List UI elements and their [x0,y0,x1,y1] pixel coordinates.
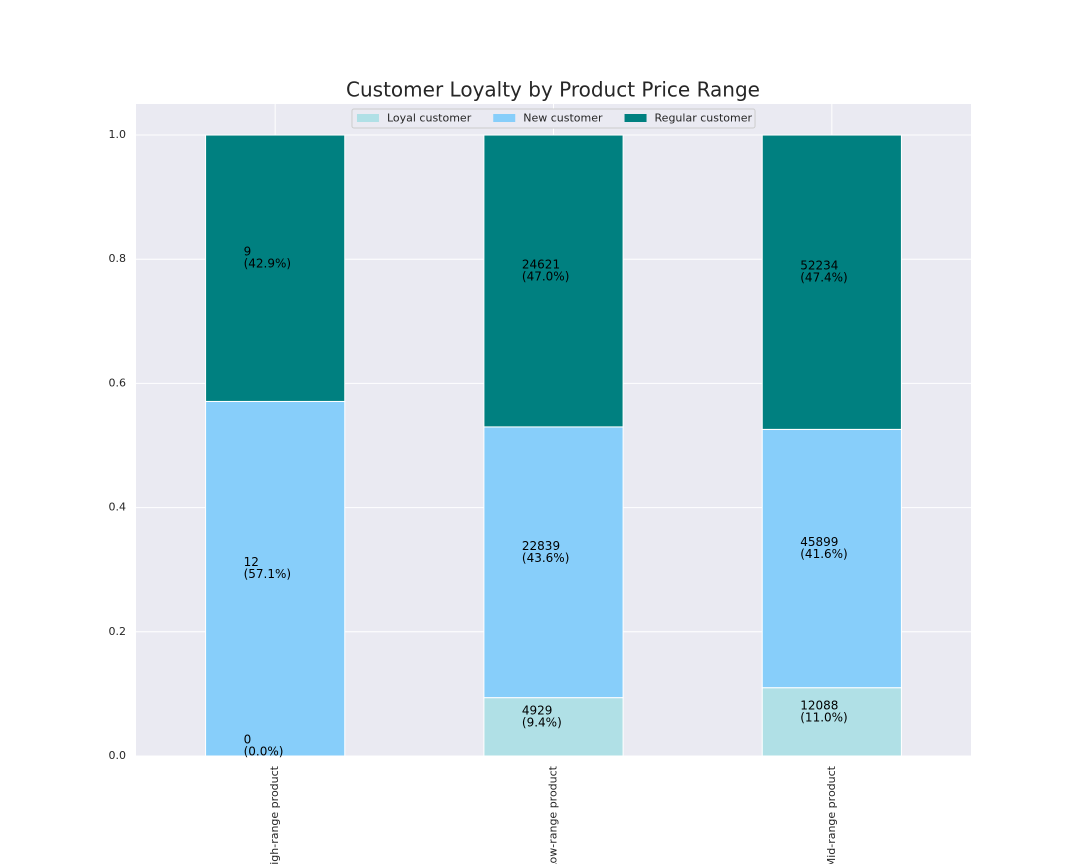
data-label-percent: (43.6%) [522,551,569,565]
legend-label: Regular customer [655,112,753,125]
data-label-percent: (11.0%) [800,710,847,724]
bar-segment [205,400,346,757]
legend-swatch [356,114,379,122]
data-label-count: 45899 [800,535,838,549]
legend-swatch [493,114,516,122]
x-tick-label: High-range product [268,765,281,864]
chart-title: Customer Loyalty by Product Price Range [346,78,760,102]
legend-label: Loyal customer [387,112,472,125]
data-label-percent: (57.1%) [244,567,291,581]
data-label-percent: (9.4%) [522,715,562,729]
y-tick-label: 0.6 [109,376,127,389]
bar-segment [761,687,902,757]
data-label-count: 9 [244,245,252,259]
bar-segment [483,134,624,428]
y-tick-label: 1.0 [109,128,127,141]
data-label-percent: (41.6%) [800,547,847,561]
legend-swatch [624,114,647,122]
legend-label: New customer [523,112,603,125]
data-label-count: 52234 [800,259,838,273]
y-tick-label: 0.0 [109,749,127,762]
x-tick-label: Mid-range product [825,765,838,864]
data-label-count: 24621 [522,257,560,271]
data-label-percent: (47.4%) [800,271,847,285]
data-label-count: 12088 [800,698,838,712]
bar-segment [761,134,902,430]
data-label-percent: (47.0%) [522,269,569,283]
data-label-count: 0 [244,733,252,747]
y-tick-label: 0.8 [109,252,127,265]
y-tick-label: 0.2 [109,625,127,638]
data-label-percent: (42.9%) [244,257,291,271]
x-tick-label: Low-range product [547,765,560,864]
legend: Loyal customer New customer Regular custom… [351,108,756,129]
y-tick-label: 0.4 [109,501,127,514]
data-label-count: 12 [244,555,259,569]
data-label-count: 22839 [522,539,560,553]
data-label-count: 4929 [522,703,553,717]
bar-segment [761,428,902,689]
bar-segment [205,134,346,402]
data-label-percent: (0.0%) [244,745,284,759]
legend-box [351,108,756,129]
